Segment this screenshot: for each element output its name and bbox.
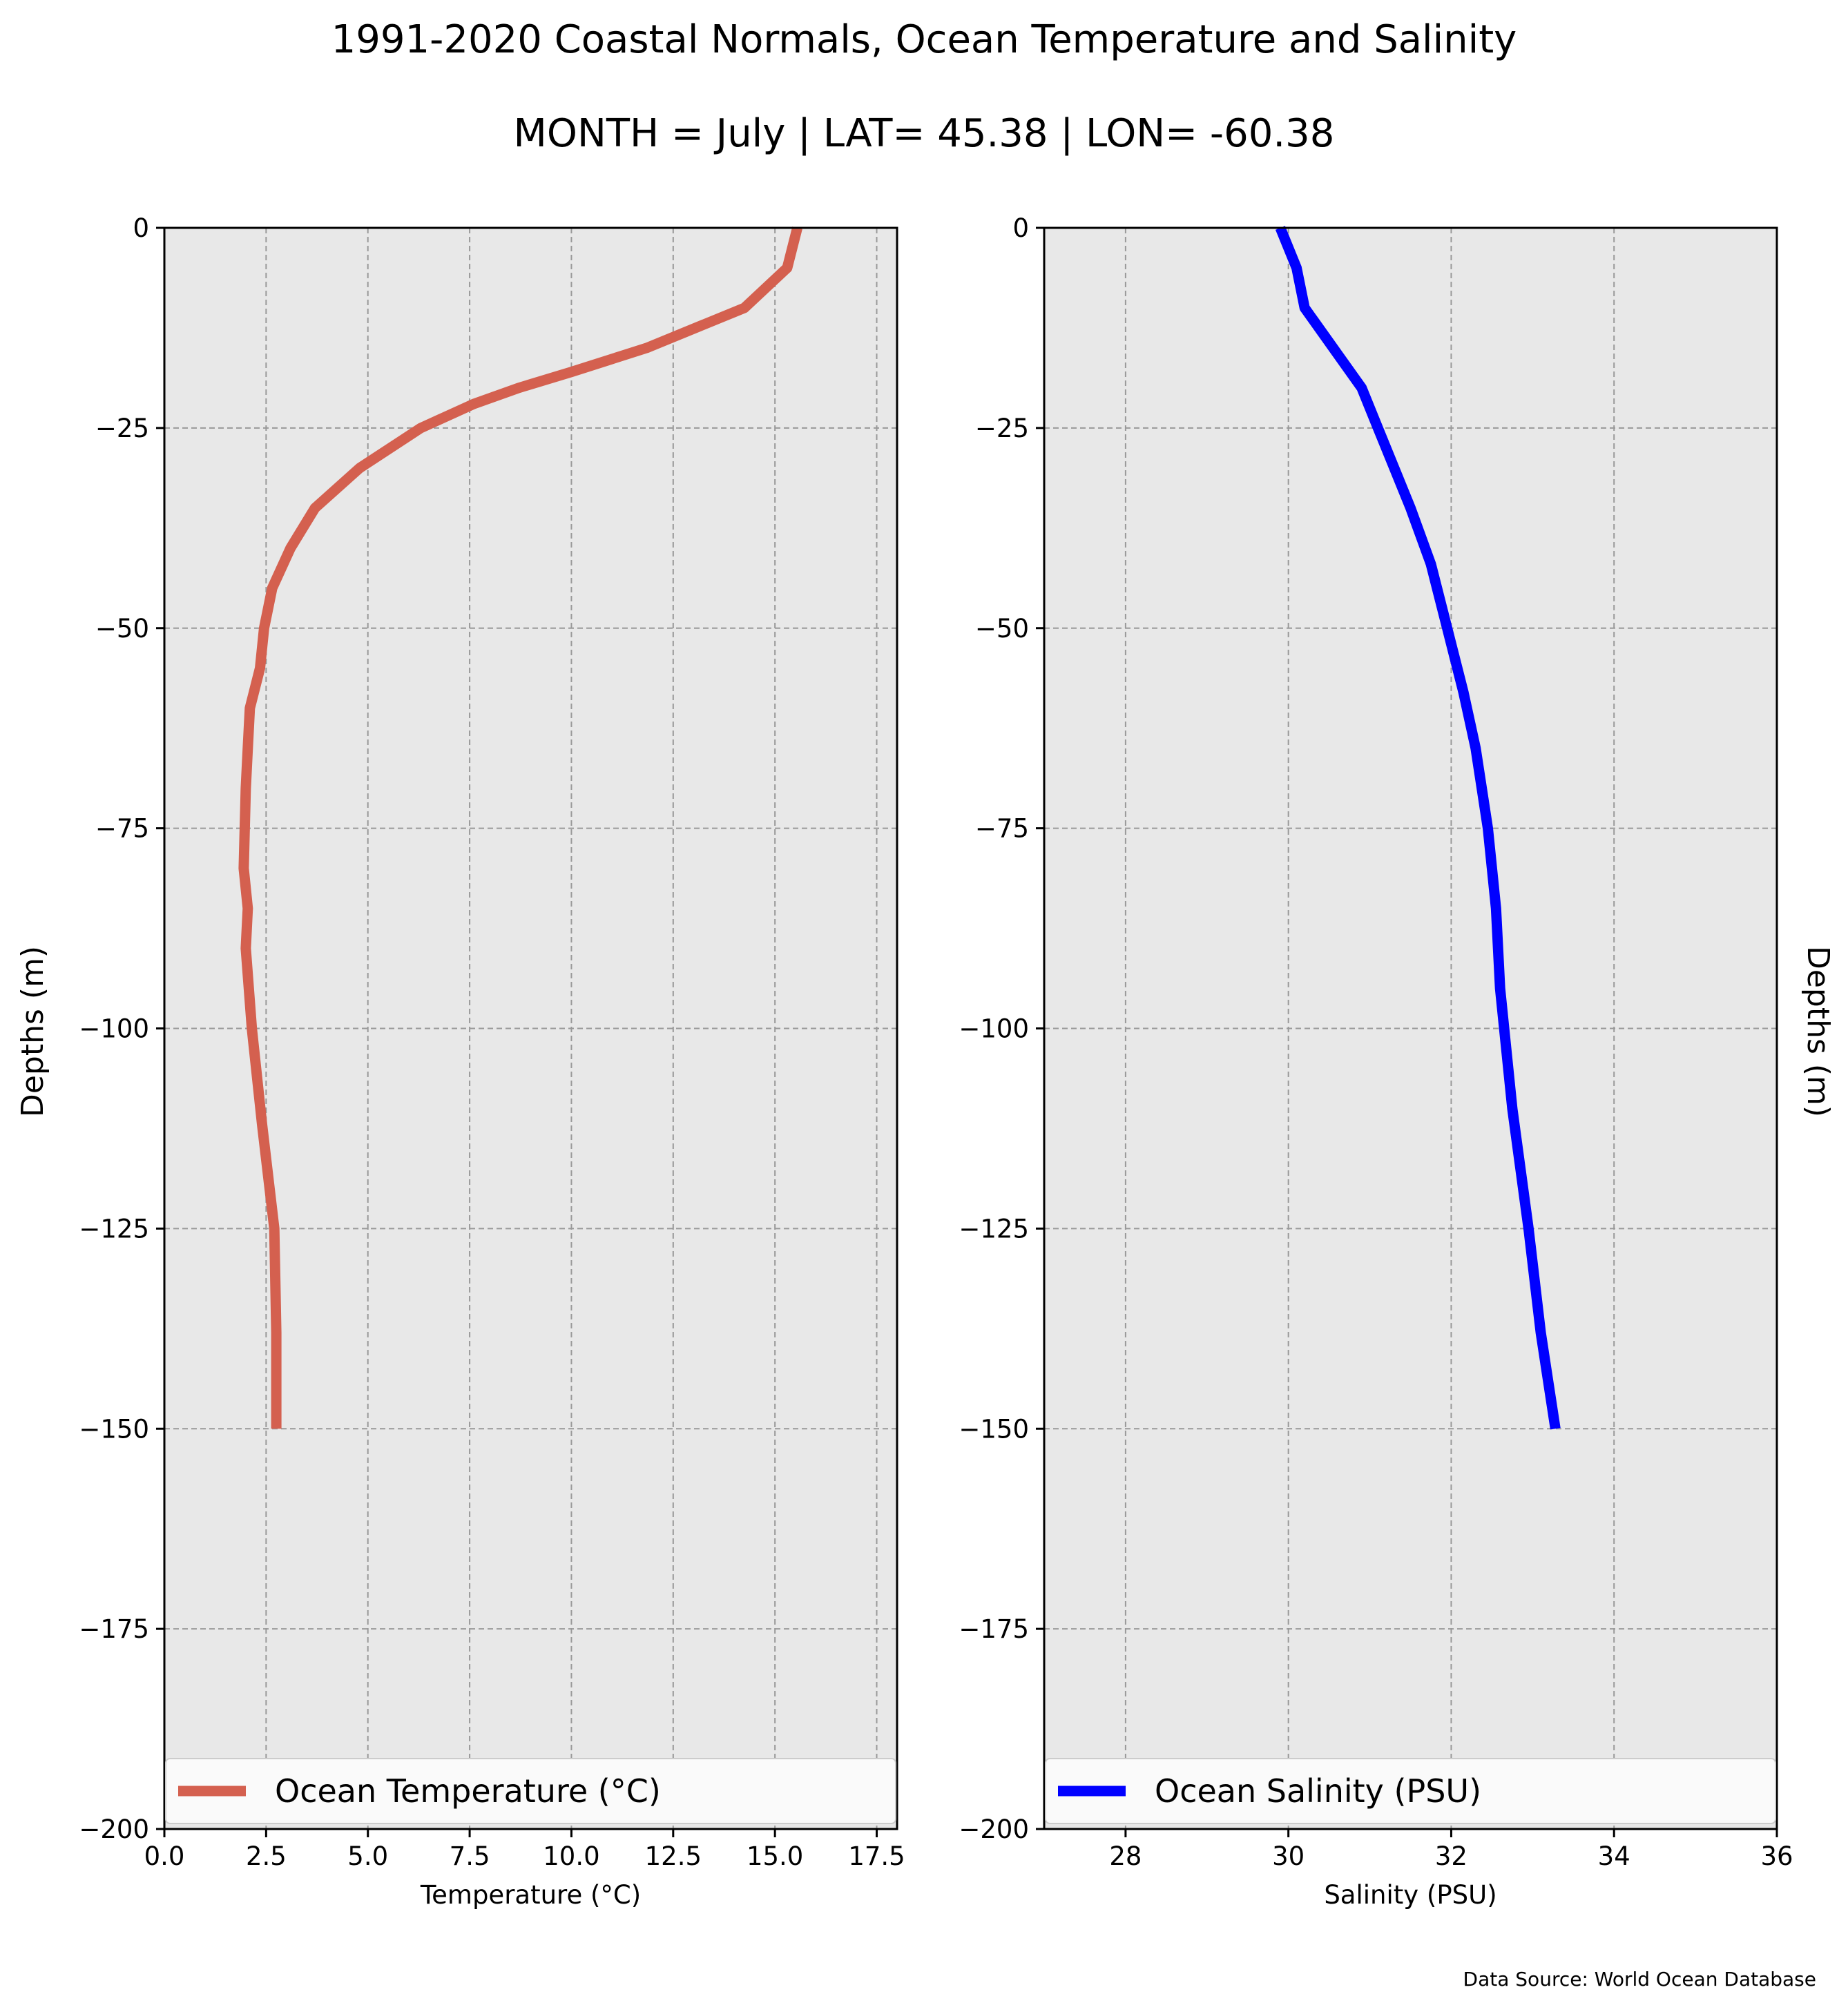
temperature-x-tick-label: 5.0 bbox=[347, 1841, 388, 1871]
temperature-x-tick-label: 15.0 bbox=[747, 1841, 803, 1871]
salinity-panel: 28 30 32 34 36 0 −25 −50 −75 −100 −125 −150 −175 −200… bbox=[959, 213, 1793, 1910]
temperature-y-tick-label: −125 bbox=[79, 1214, 149, 1244]
temperature-x-tick-label: 12.5 bbox=[645, 1841, 702, 1871]
data-source-note: Data Source: World Ocean Database bbox=[1463, 1968, 1816, 1991]
salinity-y-tick-label: −100 bbox=[959, 1014, 1029, 1044]
salinity-legend-box bbox=[1045, 1758, 1776, 1824]
temperature-y-tick-label: −150 bbox=[79, 1414, 149, 1444]
salinity-y-axis-label: Depths (m) bbox=[1800, 946, 1836, 1117]
salinity-x-tick-label: 36 bbox=[1760, 1841, 1793, 1871]
temperature-x-tick-label: 10.0 bbox=[543, 1841, 599, 1871]
temperature-y-tick-label: −200 bbox=[79, 1815, 149, 1844]
temperature-y-tick-label: 0 bbox=[133, 213, 149, 243]
figure-title: 1991-2020 Coastal Normals, Ocean Tempera… bbox=[331, 17, 1517, 62]
temperature-y-tick-label: −75 bbox=[95, 814, 149, 844]
salinity-x-tick-label: 34 bbox=[1598, 1841, 1630, 1871]
salinity-y-tick-label: −175 bbox=[959, 1614, 1029, 1644]
salinity-x-tick-label: 28 bbox=[1109, 1841, 1142, 1871]
temperature-x-axis-label: Temperature (°C) bbox=[420, 1880, 641, 1910]
salinity-x-tick-label: 30 bbox=[1272, 1841, 1305, 1871]
salinity-y-tick-label: 0 bbox=[1012, 213, 1029, 243]
temperature-x-tick-label: 7.5 bbox=[450, 1841, 490, 1871]
salinity-y-tick-label: −150 bbox=[959, 1414, 1029, 1444]
temperature-legend-box bbox=[165, 1758, 896, 1824]
salinity-y-tick-label: −125 bbox=[959, 1214, 1029, 1244]
salinity-y-tick-label: −75 bbox=[975, 814, 1029, 844]
salinity-x-axis-label: Salinity (PSU) bbox=[1324, 1880, 1496, 1910]
temperature-y-tick-label: −25 bbox=[95, 414, 149, 443]
temperature-x-tick-label: 2.5 bbox=[246, 1841, 287, 1871]
salinity-y-tick-label: −50 bbox=[975, 614, 1029, 644]
temperature-x-tick-label: 0.0 bbox=[144, 1841, 185, 1871]
temperature-y-tick-label: −175 bbox=[79, 1614, 149, 1644]
salinity-y-tick-label: −25 bbox=[975, 414, 1029, 443]
salinity-legend-label: Ocean Salinity (PSU) bbox=[1155, 1772, 1481, 1810]
temperature-y-tick-label: −100 bbox=[79, 1014, 149, 1044]
temperature-panel: 0.0 2.5 5.0 7.5 10.0 12.5 15.0 17.5 0 −25 −50 −75 −1… bbox=[79, 213, 905, 1910]
temperature-legend-label: Ocean Temperature (°C) bbox=[275, 1772, 661, 1810]
figure-subtitle: MONTH = July | LAT= 45.38 | LON= -60.38 bbox=[514, 111, 1335, 156]
salinity-profile-line bbox=[1275, 226, 1561, 1430]
salinity-y-tick-label: −200 bbox=[959, 1815, 1029, 1844]
temperature-profile-line bbox=[238, 226, 802, 1429]
temperature-y-tick-label: −50 bbox=[95, 614, 149, 644]
temperature-x-tick-label: 17.5 bbox=[848, 1841, 905, 1871]
salinity-grid bbox=[1044, 227, 1778, 1830]
temperature-y-axis-label: Depths (m) bbox=[15, 946, 50, 1117]
salinity-x-tick-label: 32 bbox=[1435, 1841, 1467, 1871]
